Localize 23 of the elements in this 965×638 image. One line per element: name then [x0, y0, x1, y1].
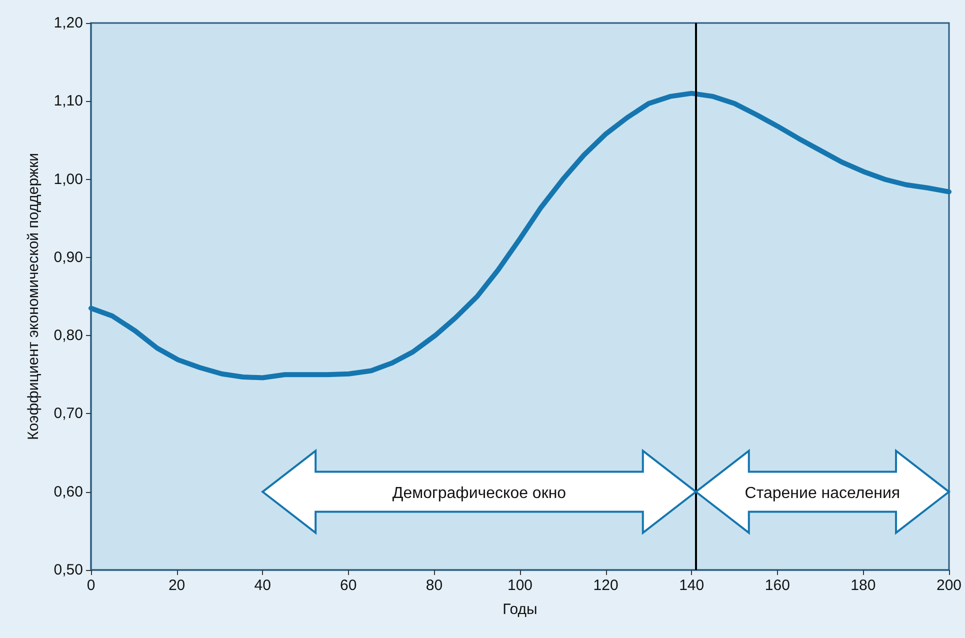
y-tick-label: 0,90: [54, 248, 83, 266]
y-tick-label: 0,60: [54, 483, 83, 500]
x-tick-label: 20: [168, 577, 186, 594]
y-tick-label: 0,70: [54, 405, 83, 422]
x-tick-label: 80: [426, 577, 443, 594]
x-tick-label: 120: [593, 577, 618, 594]
y-tick-label: 1,20: [54, 14, 83, 32]
annotation: Демографическое окно: [392, 484, 566, 502]
x-axis-title: Годы: [502, 601, 538, 618]
x-tick-label: 0: [86, 577, 96, 594]
x-tick-label: 100: [507, 577, 533, 594]
y-tick-label: 0,80: [54, 327, 83, 344]
x-tick-label: 160: [764, 577, 790, 594]
x-tick-label: 140: [679, 577, 704, 594]
y-tick-label: 1,10: [54, 92, 83, 110]
x-tick-label: 60: [340, 577, 357, 594]
annotation: Старение населения: [744, 484, 900, 502]
y-tick-label: 1,00: [54, 170, 83, 188]
y-tick-label: 0,50: [54, 562, 83, 578]
x-tick-label: 180: [850, 577, 876, 594]
x-tick-label: 40: [254, 577, 271, 594]
x-tick-label: 200: [936, 577, 962, 594]
y-axis-title: Коэффициент экономической поддержки: [25, 152, 42, 440]
